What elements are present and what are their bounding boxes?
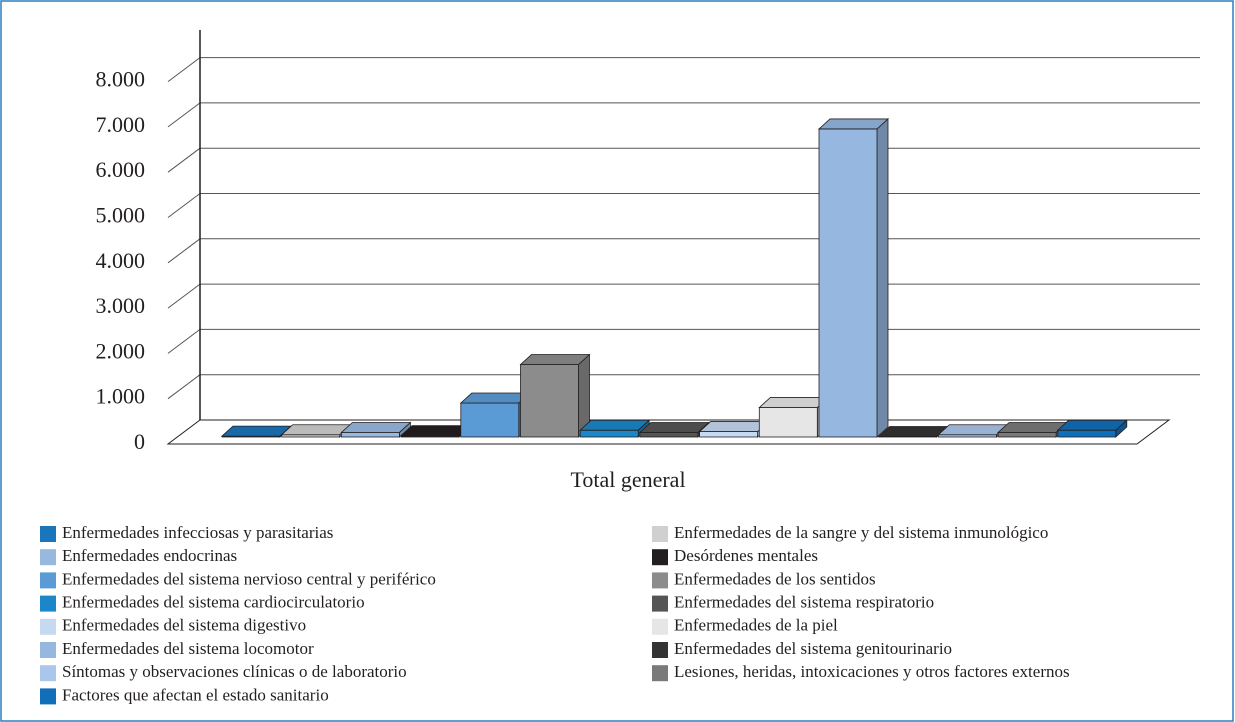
bar-front: [639, 432, 699, 438]
legend-swatch: [652, 595, 668, 612]
bar-top: [937, 424, 1009, 436]
y-tick-label: 3.000: [96, 293, 146, 318]
bar-top: [1056, 419, 1128, 431]
bar-top: [220, 425, 293, 437]
bar: [638, 421, 710, 438]
legend-swatch: [40, 572, 56, 589]
bar: [1056, 419, 1128, 438]
y-tick-label: 5.000: [96, 203, 146, 228]
legend-swatch: [652, 526, 668, 542]
legend-label: Enfermedades endocrinas: [62, 546, 237, 565]
y-tick-label: 4.000: [96, 248, 146, 273]
bar-top: [698, 421, 770, 432]
bar: [459, 392, 531, 438]
grid-line-side: [167, 193, 201, 218]
legend-swatch: [40, 642, 56, 658]
legend-label: Lesiones, heridas, intoxicaciones y otro…: [674, 662, 1070, 681]
bar-front: [997, 432, 1057, 438]
legend-label: Enfermedades del sistema cardiocirculato…: [62, 593, 365, 612]
bar: [400, 424, 472, 438]
grid-line-side: [167, 147, 201, 173]
bar-top: [280, 424, 352, 436]
legend-swatch: [40, 549, 56, 566]
bar: [519, 353, 591, 438]
bar: [997, 421, 1069, 438]
legend-label: Síntomas y observaciones clínicas o de l…: [62, 662, 407, 681]
bar: [817, 118, 890, 438]
legend-label: Desórdenes mentales: [674, 546, 818, 565]
legend-label: Enfermedades de los sentidos: [674, 569, 876, 588]
bar-front: [758, 407, 818, 438]
bar: [579, 419, 651, 438]
legend-swatch: [652, 618, 668, 635]
y-tick-label: 2.000: [96, 338, 146, 363]
grid-line-side: [167, 238, 201, 264]
legend-swatch: [40, 688, 56, 705]
y-tick-label: 0: [134, 429, 145, 454]
legend-swatch: [40, 665, 56, 682]
legend-label: Enfermedades del sistema genitourinario: [674, 639, 952, 658]
legend-label: Enfermedades infecciosas y parasitarias: [62, 523, 333, 542]
bar: [220, 425, 293, 438]
legend-swatch: [652, 642, 668, 658]
bar-top: [758, 397, 830, 408]
y-tick-label: 1.000: [96, 384, 146, 409]
bar: [280, 423, 352, 438]
y-tick-label: 8.000: [96, 67, 146, 92]
grid-line-side: [167, 57, 201, 82]
bar-top: [459, 392, 531, 404]
legend-label: Enfermedades de la piel: [674, 616, 838, 635]
legend-label: Enfermedades del sistema locomotor: [62, 639, 314, 658]
legend-swatch: [652, 665, 668, 682]
bar-front: [340, 432, 400, 438]
y-tick-label: 6.000: [96, 157, 146, 182]
bar-front: [1057, 429, 1117, 438]
bar-front: [818, 128, 878, 438]
bar: [340, 421, 412, 438]
legend-swatch: [40, 618, 56, 635]
bar-top: [579, 419, 651, 431]
bar-top: [817, 118, 890, 130]
bar-top: [638, 422, 710, 433]
legend-label: Factores que afectan el estado sanitario: [62, 685, 329, 704]
grid-line-side: [167, 283, 201, 309]
legend-swatch: [40, 595, 56, 612]
legend-label: Enfermedades del sistema respiratorio: [674, 593, 934, 612]
legend-label: Enfermedades del sistema nervioso centra…: [62, 569, 436, 588]
legend-swatch: [652, 549, 668, 566]
bar-top: [340, 422, 412, 433]
bar-top: [519, 354, 591, 365]
bar-top: [877, 426, 949, 437]
bar-top: [997, 422, 1069, 433]
grid-line-side: [167, 374, 201, 400]
bar-front: [699, 431, 758, 438]
bar-front: [520, 364, 579, 438]
bar-top: [400, 425, 472, 437]
bar: [877, 425, 949, 438]
legend-swatch: [652, 572, 668, 589]
bar-side: [876, 118, 889, 438]
x-tick-label: Total general: [570, 467, 685, 492]
legend-label: Enfermedades del sistema digestivo: [62, 616, 306, 635]
grid-line-side: [167, 328, 201, 354]
bar: [698, 420, 770, 438]
legend-swatch: [40, 526, 56, 542]
grid-line-side: [167, 102, 201, 128]
bar-front: [460, 402, 520, 438]
bar-front: [579, 429, 639, 438]
y-tick-label: 7.000: [96, 112, 146, 137]
bar: [758, 396, 830, 438]
legend-label: Enfermedades de la sangre y del sistema …: [674, 523, 1048, 542]
bar: [937, 423, 1009, 438]
